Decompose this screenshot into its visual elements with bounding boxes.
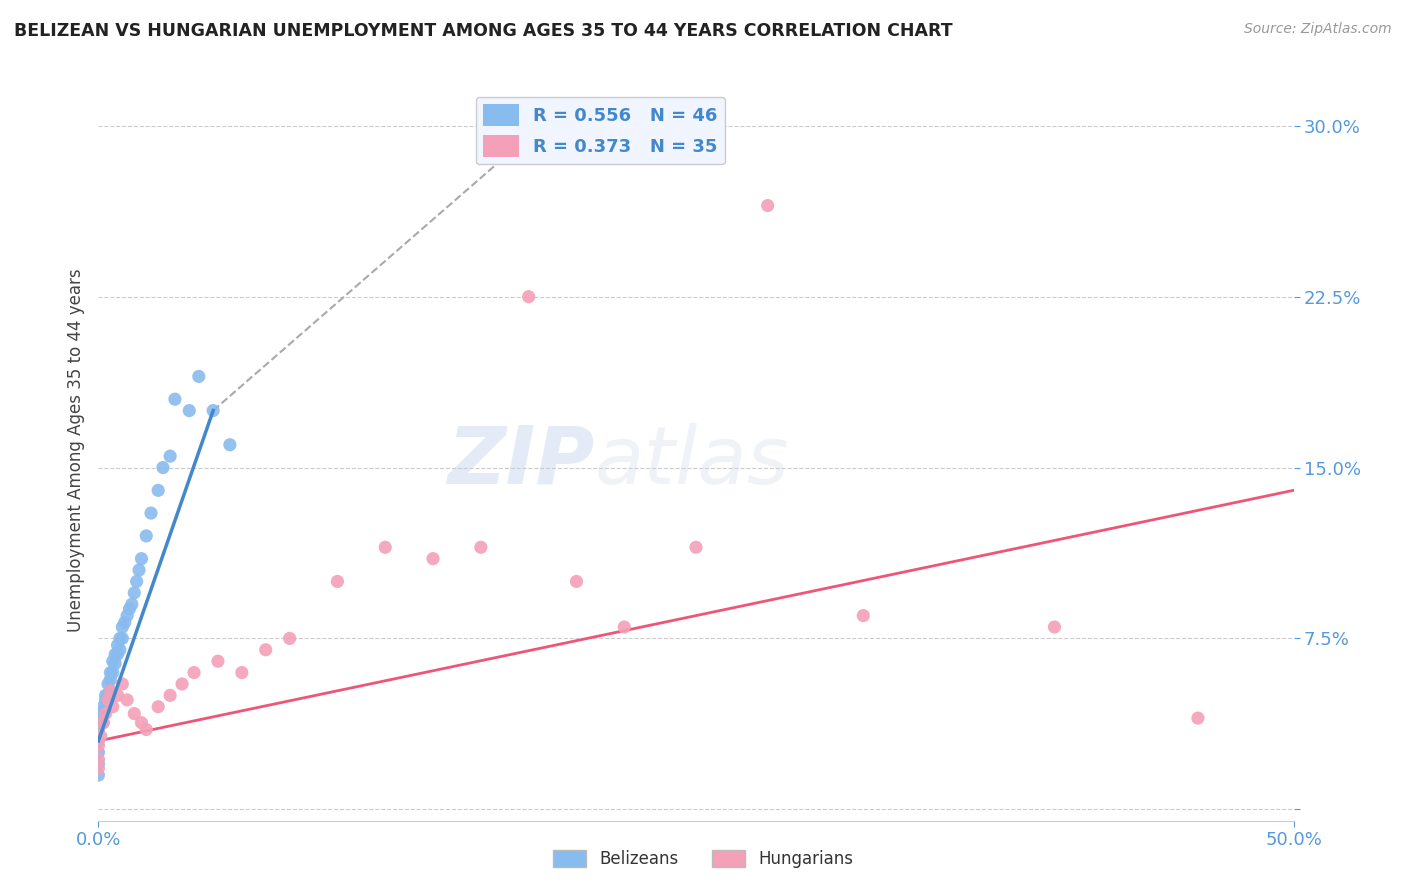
Point [91,715,114,730]
Point [517,290,540,304]
Point [278,632,301,646]
Point [87,752,110,766]
Point [1043,620,1066,634]
Point [1187,711,1209,725]
Point [565,574,588,589]
Point [87,739,110,753]
Point [135,529,157,543]
Point [125,574,148,589]
Text: ZIP: ZIP [447,423,595,500]
Point [374,541,396,555]
Point [87,756,110,771]
Point [107,648,129,662]
Point [97,689,120,703]
Point [207,654,229,668]
Point [613,620,636,634]
Point [90,715,112,730]
Point [101,699,124,714]
Point [115,608,138,623]
Point [172,677,194,691]
Text: BELIZEAN VS HUNGARIAN UNEMPLOYMENT AMONG AGES 35 TO 44 YEARS CORRELATION CHART: BELIZEAN VS HUNGARIAN UNEMPLOYMENT AMONG… [14,22,953,40]
Point [422,551,444,566]
Point [91,706,114,721]
Point [87,768,110,782]
Point [152,460,174,475]
Point [326,574,349,589]
Point [202,403,225,417]
Point [97,693,120,707]
Legend: Belizeans, Hungarians: Belizeans, Hungarians [546,843,860,875]
Point [87,734,110,748]
Point [128,563,150,577]
Point [91,699,114,714]
Point [111,620,134,634]
Point [135,723,157,737]
Point [131,715,153,730]
Point [87,745,110,759]
Point [111,632,134,646]
Point [98,683,122,698]
Point [104,648,127,662]
Point [101,665,124,680]
Point [98,683,122,698]
Point [159,449,181,463]
Point [98,673,122,687]
Legend: R = 0.556   N = 46, R = 0.373   N = 35: R = 0.556 N = 46, R = 0.373 N = 35 [475,96,725,164]
Point [104,657,127,671]
Point [159,689,181,703]
Point [108,642,131,657]
Point [91,715,114,730]
Point [94,689,117,703]
Point [179,403,201,417]
Point [131,551,153,566]
Point [108,632,131,646]
Point [685,541,707,555]
Point [121,597,143,611]
Point [756,198,779,212]
Text: Source: ZipAtlas.com: Source: ZipAtlas.com [1244,22,1392,37]
Point [148,699,170,714]
Point [97,677,120,691]
Point [115,693,138,707]
Point [124,706,146,721]
Point [187,369,209,384]
Point [94,702,117,716]
Y-axis label: Unemployment Among Ages 35 to 44 years: Unemployment Among Ages 35 to 44 years [66,268,84,632]
Point [98,665,122,680]
Point [90,711,112,725]
Point [87,761,110,775]
Point [114,615,136,630]
Point [254,642,277,657]
Point [101,654,124,668]
Point [231,665,253,680]
Point [124,586,146,600]
Point [163,392,186,407]
Point [107,638,129,652]
Point [118,601,141,615]
Point [94,706,117,721]
Point [90,730,112,744]
Point [148,483,170,498]
Point [87,723,110,737]
Text: atlas: atlas [595,423,789,500]
Point [94,693,117,707]
Point [111,677,134,691]
Point [139,506,162,520]
Point [183,665,205,680]
Point [107,689,129,703]
Point [852,608,875,623]
Point [470,541,492,555]
Point [219,438,242,452]
